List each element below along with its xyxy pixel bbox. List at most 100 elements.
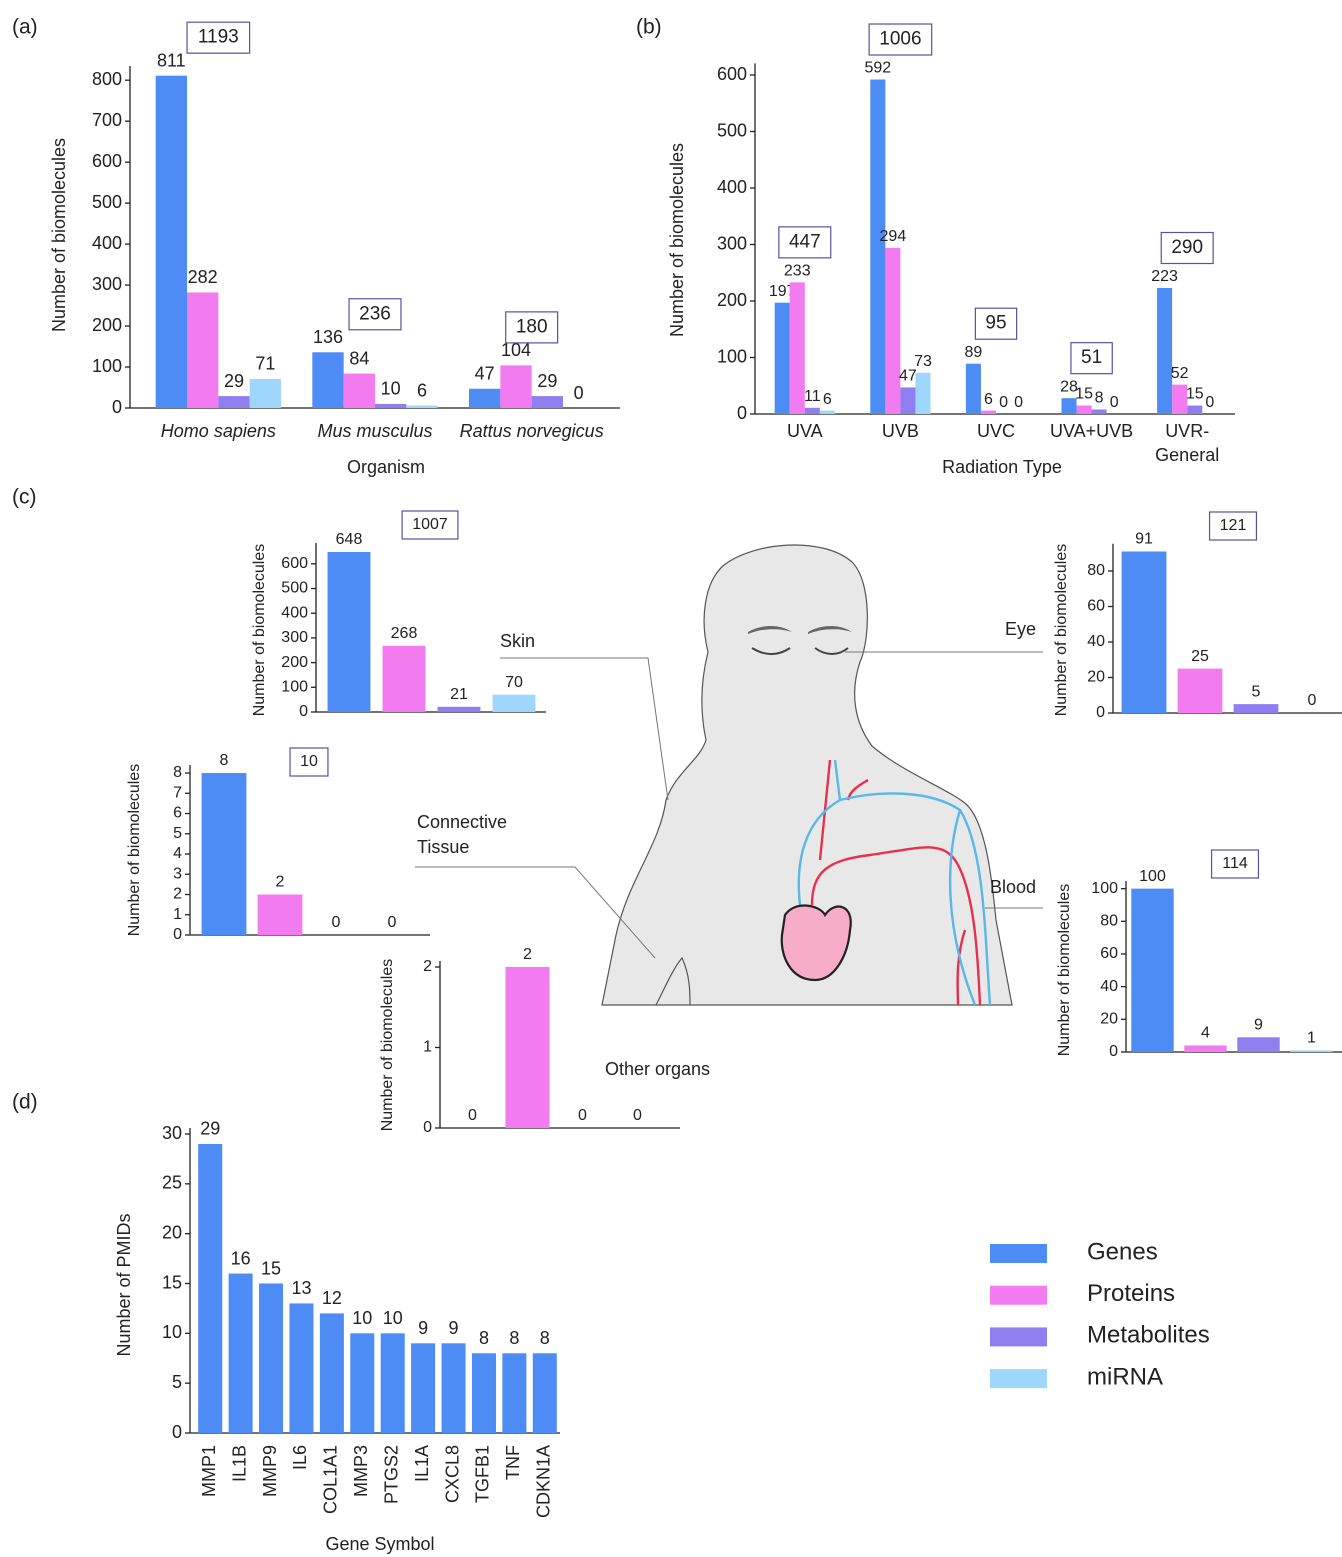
body-diagram xyxy=(415,545,1043,1005)
value-label: 0 xyxy=(999,394,1008,411)
bar xyxy=(328,552,371,712)
value-label: 12 xyxy=(322,1288,342,1308)
value-label: 0 xyxy=(388,914,397,931)
y-axis-label: Number of biomolecules xyxy=(379,959,396,1132)
bar xyxy=(375,404,406,408)
value-label: 100 xyxy=(1139,868,1166,885)
y-tick-label: 0 xyxy=(173,926,182,943)
bar xyxy=(1184,1045,1226,1052)
total-label: 10 xyxy=(300,753,318,770)
y-tick-label: 800 xyxy=(92,69,122,89)
x-tick-label: COL1A1 xyxy=(321,1445,341,1514)
bar xyxy=(1178,669,1223,713)
y-axis-label: Number of biomolecules xyxy=(1053,544,1070,717)
y-tick-label: 4 xyxy=(173,845,182,862)
y-tick-label: 10 xyxy=(162,1322,182,1342)
total-label: 447 xyxy=(789,231,821,252)
x-axis-label: Radiation Type xyxy=(942,457,1062,477)
value-label: 8 xyxy=(540,1328,550,1348)
value-label: 8 xyxy=(509,1328,519,1348)
y-tick-label: 30 xyxy=(162,1123,182,1143)
value-label: 294 xyxy=(880,228,907,245)
y-tick-label: 100 xyxy=(92,356,122,376)
bar xyxy=(981,411,996,414)
value-label: 0 xyxy=(468,1107,477,1124)
y-tick-label: 25 xyxy=(162,1173,182,1193)
y-tick-label: 200 xyxy=(92,315,122,335)
x-tick-label: Homo sapiens xyxy=(161,421,276,441)
bar xyxy=(820,411,835,414)
y-axis-label: Number of biomolecules xyxy=(251,544,268,717)
value-label: 29 xyxy=(224,371,244,391)
bar xyxy=(900,387,915,414)
bar xyxy=(1092,409,1107,414)
bar xyxy=(198,1144,222,1433)
bar xyxy=(533,1353,557,1433)
bar xyxy=(438,707,481,712)
y-tick-label: 80 xyxy=(1100,913,1118,930)
y-tick-label: 2 xyxy=(423,958,432,975)
total-label: 1006 xyxy=(879,29,921,50)
value-label: 10 xyxy=(352,1308,372,1328)
legend-label: Genes xyxy=(1087,1238,1158,1265)
value-label: 282 xyxy=(188,267,218,287)
legend-label: Metabolites xyxy=(1087,1322,1210,1349)
bar xyxy=(1234,704,1279,713)
y-tick-label: 600 xyxy=(717,64,747,84)
y-tick-label: 0 xyxy=(737,403,747,423)
leader-skin xyxy=(500,658,668,800)
legend-label: miRNA xyxy=(1087,1363,1163,1390)
y-tick-label: 400 xyxy=(717,177,747,197)
value-label: 73 xyxy=(914,353,932,370)
bar xyxy=(187,292,218,408)
x-axis-label: Gene Symbol xyxy=(325,1534,434,1554)
value-label: 84 xyxy=(349,348,369,368)
bar xyxy=(493,695,536,712)
bar xyxy=(350,1333,374,1433)
value-label: 4 xyxy=(1201,1025,1210,1042)
panel-label: (b) xyxy=(636,16,662,39)
bar xyxy=(218,396,249,408)
value-label: 0 xyxy=(574,383,584,403)
bar xyxy=(250,379,281,408)
value-label: 0 xyxy=(1014,394,1023,411)
value-label: 9 xyxy=(1254,1017,1263,1034)
y-tick-label: 60 xyxy=(1100,945,1118,962)
value-label: 9 xyxy=(449,1318,459,1338)
panel-label: (d) xyxy=(12,1091,38,1114)
total-label: 114 xyxy=(1222,855,1248,872)
organ-label: Skin xyxy=(500,631,535,651)
y-axis-label: Number of biomolecules xyxy=(49,138,69,332)
bar xyxy=(229,1274,253,1433)
total-label: 121 xyxy=(1220,517,1247,534)
bar xyxy=(790,282,805,414)
value-label: 223 xyxy=(1151,268,1178,285)
value-label: 10 xyxy=(381,379,401,399)
value-label: 29 xyxy=(537,371,557,391)
organ-label: Blood xyxy=(990,877,1036,897)
bar xyxy=(259,1284,283,1434)
total-label: 1193 xyxy=(198,27,239,48)
y-tick-label: 20 xyxy=(1087,669,1105,686)
y-tick-label: 40 xyxy=(1100,978,1118,995)
y-tick-label: 0 xyxy=(112,397,122,417)
bar xyxy=(1187,406,1202,414)
total-label: 290 xyxy=(1171,237,1203,258)
value-label: 8 xyxy=(479,1328,489,1348)
x-tick-label: UVR-General xyxy=(1155,421,1219,465)
value-label: 11 xyxy=(804,388,821,405)
y-tick-label: 1 xyxy=(423,1039,432,1056)
value-label: 47 xyxy=(475,363,495,383)
value-label: 8 xyxy=(1095,390,1104,407)
legend-swatch xyxy=(990,1369,1047,1388)
x-tick-label: CDKN1A xyxy=(534,1445,554,1518)
value-label: 9 xyxy=(418,1318,428,1338)
value-label: 0 xyxy=(1110,394,1119,411)
total-label: 236 xyxy=(359,303,391,324)
y-tick-label: 700 xyxy=(92,110,122,130)
bar xyxy=(1077,406,1092,414)
bar xyxy=(966,364,981,414)
legend-swatch xyxy=(990,1244,1047,1263)
y-tick-label: 20 xyxy=(162,1222,182,1242)
value-label: 1 xyxy=(1307,1030,1316,1047)
